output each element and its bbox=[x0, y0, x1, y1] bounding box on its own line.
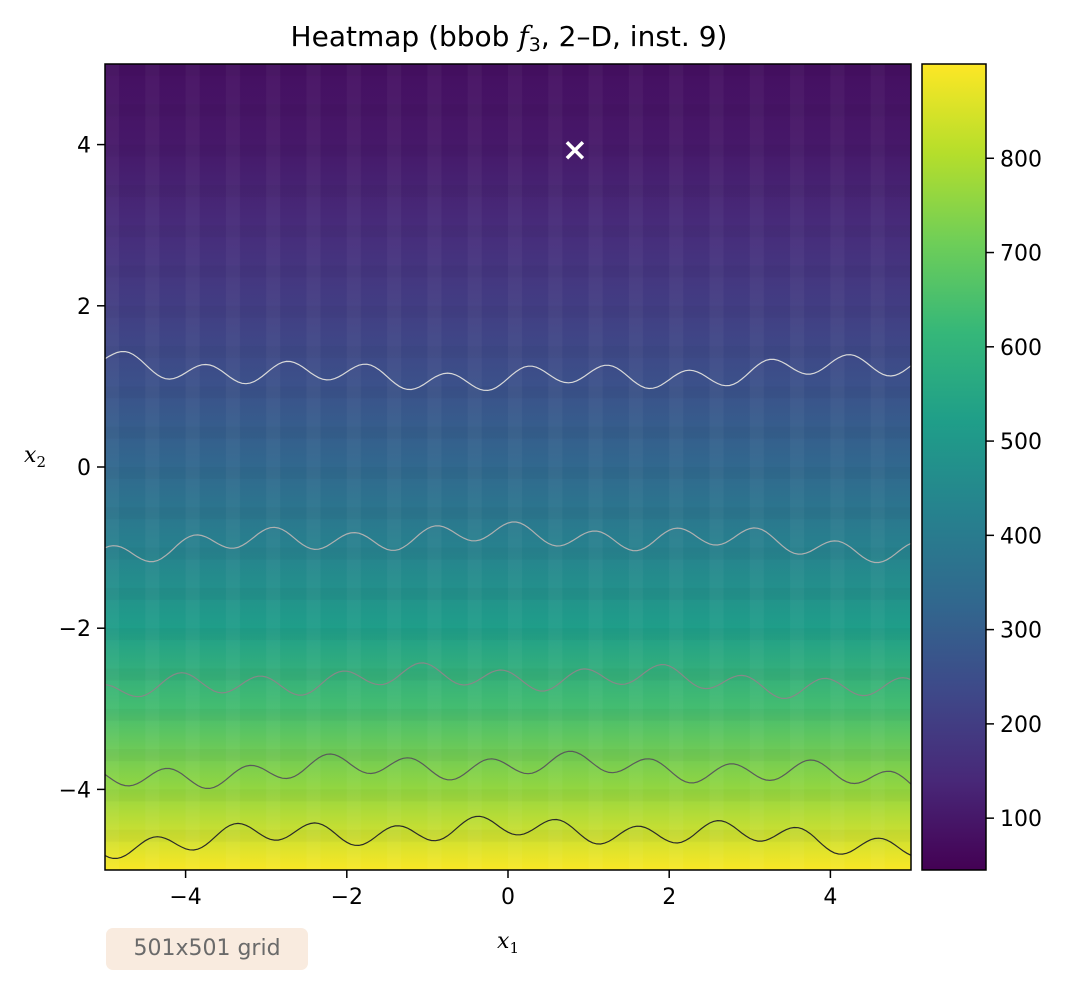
heatmap-ripple-texture bbox=[105, 64, 911, 870]
grid-size-badge: 501x501 grid bbox=[106, 928, 308, 970]
x-tick-label: −2 bbox=[331, 885, 363, 910]
contour-line bbox=[104, 521, 912, 564]
colorbar: 100 200 300 400 500 600 700 800 bbox=[921, 63, 1042, 871]
y-tick-label: −2 bbox=[59, 617, 91, 642]
contour-lines bbox=[104, 351, 912, 859]
colorbar-tick-label: 100 bbox=[1000, 807, 1042, 832]
colorbar-gradient bbox=[921, 63, 987, 871]
y-tick-label: −4 bbox=[59, 778, 91, 803]
x-tick-label: 4 bbox=[823, 885, 837, 910]
x-axis-label: x1 bbox=[497, 929, 519, 957]
x-tick-label: 2 bbox=[662, 885, 676, 910]
colorbar-tick-label: 600 bbox=[1000, 336, 1042, 361]
contour-line bbox=[104, 351, 912, 392]
y-tick-label: 4 bbox=[77, 134, 91, 159]
colorbar-ticks: 100 200 300 400 500 600 700 800 bbox=[986, 147, 1042, 832]
colorbar-tick-label: 200 bbox=[1000, 713, 1042, 738]
optimum-marker bbox=[565, 141, 585, 160]
x-axis-ticks: −4 −2 0 2 4 bbox=[169, 870, 837, 910]
colorbar-tick-label: 500 bbox=[1000, 430, 1042, 455]
x-tick-label: 0 bbox=[501, 885, 515, 910]
colorbar-tick-label: 400 bbox=[1000, 524, 1042, 549]
contour-line bbox=[104, 815, 912, 859]
colorbar-tick-label: 800 bbox=[1000, 147, 1042, 172]
y-tick-label: 2 bbox=[77, 295, 91, 320]
y-axis-label: x2 bbox=[24, 443, 46, 471]
x-tick-label: −4 bbox=[169, 885, 201, 910]
colorbar-tick-label: 300 bbox=[1000, 619, 1042, 644]
contour-line bbox=[104, 750, 912, 789]
plot-area bbox=[104, 63, 912, 871]
colorbar-tick-label: 700 bbox=[1000, 242, 1042, 267]
optimum-marker-stroke bbox=[565, 141, 585, 160]
y-tick-label: 0 bbox=[77, 456, 91, 481]
contour-line bbox=[104, 662, 912, 699]
chart-title: Heatmap (bbob f3, 2–D, inst. 9) bbox=[291, 20, 728, 56]
y-axis-ticks: −4 −2 0 2 4 bbox=[59, 134, 105, 803]
